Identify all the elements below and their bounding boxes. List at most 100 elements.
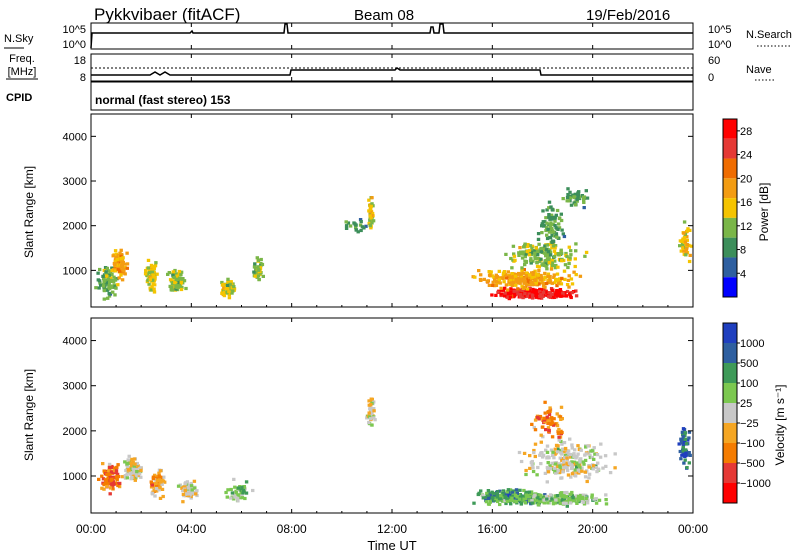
echo-cell-10 bbox=[544, 258, 549, 262]
echo-cell-9 bbox=[566, 278, 571, 282]
echo-cell-0 bbox=[105, 484, 109, 488]
echo-cell-8 bbox=[509, 287, 513, 291]
echo-cell-12 bbox=[584, 189, 588, 193]
echo-cell-10 bbox=[679, 437, 683, 441]
echo-cell-3 bbox=[179, 273, 183, 277]
echo-cell-2 bbox=[144, 269, 148, 273]
echo-cell-8 bbox=[524, 468, 528, 473]
echo-cell-8 bbox=[553, 452, 557, 456]
echo-cell-8 bbox=[562, 450, 566, 454]
echo-cell-7 bbox=[546, 501, 550, 505]
echo-cell-10 bbox=[681, 433, 685, 437]
echo-cell-8 bbox=[594, 465, 599, 470]
echo-cell-9 bbox=[550, 421, 555, 425]
power-yticks: 1000 2000 3000 4000 bbox=[63, 131, 693, 277]
echo-cell-7 bbox=[558, 501, 563, 506]
echo-cell-8 bbox=[525, 294, 530, 298]
echo-cell-8 bbox=[584, 452, 588, 456]
echo-cell-11 bbox=[549, 205, 553, 209]
colorbar-tick-label: 24 bbox=[740, 150, 752, 162]
echo-cell-7 bbox=[551, 502, 556, 506]
echo-cell-4 bbox=[227, 289, 231, 294]
power-panel: 1000 2000 3000 4000 Slant Range [km] 4 8 12 16… bbox=[22, 113, 771, 308]
echo-cell-5 bbox=[253, 274, 257, 278]
echo-cell-13 bbox=[682, 249, 686, 253]
echo-cell-7 bbox=[581, 495, 585, 499]
echo-cell-1 bbox=[123, 262, 127, 266]
echo-cell-12 bbox=[582, 195, 587, 199]
echo-cell-1 bbox=[123, 272, 127, 276]
echo-cell-6 bbox=[508, 488, 513, 492]
echo-cell-8 bbox=[576, 444, 580, 448]
echo-cell-0 bbox=[100, 486, 104, 490]
echo-cell-10 bbox=[682, 461, 686, 465]
echo-cell-9 bbox=[510, 281, 514, 285]
echo-cell-1 bbox=[110, 269, 114, 273]
echo-cell-10 bbox=[528, 259, 533, 263]
echo-cell-1 bbox=[121, 256, 125, 260]
echo-cell-0 bbox=[109, 482, 114, 486]
echo-cell-10 bbox=[554, 263, 558, 268]
echo-cell-8 bbox=[580, 466, 584, 470]
echo-cell-3 bbox=[183, 482, 187, 486]
echo-cell-8 bbox=[532, 451, 536, 455]
echo-cell-1 bbox=[137, 472, 142, 476]
echo-cell-9 bbox=[557, 281, 561, 285]
echo-cell-8 bbox=[569, 466, 574, 471]
echo-cell-7 bbox=[356, 230, 360, 234]
echo-cell-4 bbox=[221, 292, 226, 296]
echo-cell-9 bbox=[542, 416, 546, 420]
time-tick-label-1: 04:00 bbox=[176, 522, 206, 536]
echo-cell-9 bbox=[489, 270, 493, 274]
echo-cell-8 bbox=[546, 455, 550, 459]
echo-cell-8 bbox=[574, 294, 579, 298]
echo-cell-11 bbox=[550, 233, 554, 237]
echo-cell-10 bbox=[544, 248, 549, 252]
echo-cell-3 bbox=[192, 479, 197, 483]
cpid-program: normal (fast stereo) 153 bbox=[95, 93, 231, 107]
echo-cell-9 bbox=[492, 284, 497, 288]
echo-cell-4 bbox=[229, 496, 233, 500]
echo-cell-11 bbox=[547, 235, 552, 240]
echo-cell-12 bbox=[572, 195, 576, 199]
echo-cell-9 bbox=[512, 279, 516, 283]
echo-cell-9 bbox=[536, 273, 540, 277]
echo-cell-4 bbox=[242, 488, 246, 493]
echo-cell-2 bbox=[151, 282, 155, 286]
echo-cell-10 bbox=[543, 244, 547, 248]
echo-cell-13 bbox=[686, 227, 690, 231]
echo-cell-8 bbox=[545, 444, 550, 448]
echo-cell-9 bbox=[558, 415, 563, 419]
echo-cell-6 bbox=[509, 492, 513, 496]
echo-cell-7 bbox=[604, 502, 609, 506]
echo-cell-9 bbox=[520, 284, 524, 289]
echo-cell-8 bbox=[603, 454, 608, 458]
echo-cell-9 bbox=[487, 273, 492, 277]
echo-cell-9 bbox=[540, 425, 545, 429]
echo-cell-8 bbox=[550, 288, 554, 292]
echo-cell-11 bbox=[556, 227, 560, 231]
echo-cell-0 bbox=[112, 469, 116, 473]
echo-cell-9 bbox=[532, 425, 536, 430]
echo-cell-10 bbox=[682, 440, 686, 444]
echo-cell-8 bbox=[530, 293, 535, 297]
echo-cell-1 bbox=[138, 466, 142, 471]
echo-cell-9 bbox=[555, 284, 559, 288]
echo-cell-8 bbox=[580, 469, 584, 473]
echo-cell-4 bbox=[240, 494, 244, 498]
echo-cell-9 bbox=[528, 273, 532, 277]
echo-cell-9 bbox=[534, 281, 538, 285]
echo-cell-7 bbox=[354, 226, 358, 230]
echo-cell-8 bbox=[570, 472, 575, 476]
echo-cell-9 bbox=[511, 274, 516, 279]
echo-cell-9 bbox=[546, 272, 551, 276]
echo-cell-1 bbox=[125, 262, 130, 266]
echo-cell-0 bbox=[111, 290, 115, 294]
echo-cell-0 bbox=[97, 286, 101, 290]
echo-cell-7 bbox=[530, 501, 534, 505]
echo-cell-9 bbox=[559, 405, 564, 409]
echo-cell-11 bbox=[545, 225, 549, 229]
echo-cell-10 bbox=[518, 246, 522, 250]
echo-cell-8 bbox=[563, 291, 567, 295]
echo-cell-10 bbox=[536, 256, 540, 260]
